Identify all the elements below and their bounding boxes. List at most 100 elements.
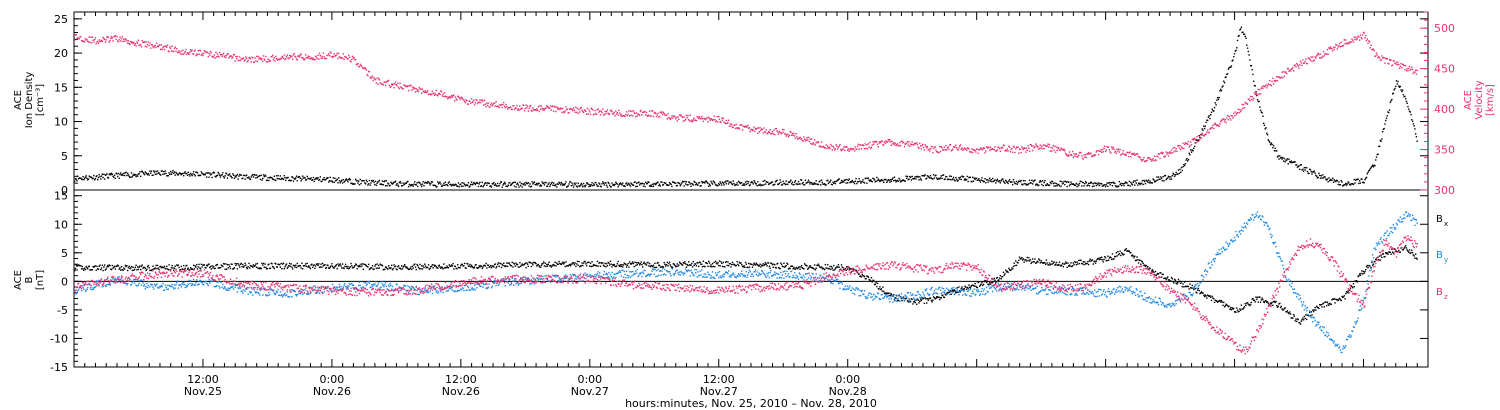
data-point (1406, 102, 1408, 105)
data-point (998, 146, 1000, 149)
data-point (594, 181, 596, 184)
data-point (506, 265, 509, 268)
data-point (246, 176, 249, 179)
data-point (452, 95, 454, 97)
data-point (1127, 151, 1129, 154)
data-point (411, 265, 414, 267)
data-point (1173, 151, 1175, 153)
data-point (506, 108, 509, 110)
data-point (1000, 180, 1002, 182)
data-point (89, 41, 91, 44)
data-point (135, 45, 137, 47)
data-point (610, 263, 612, 265)
data-point (962, 148, 965, 151)
data-point (922, 175, 924, 177)
data-point (605, 184, 608, 187)
data-point (144, 171, 147, 173)
data-point (711, 266, 713, 268)
data-point (985, 179, 988, 181)
data-point (792, 268, 794, 270)
data-point (1384, 123, 1386, 125)
data-point (1316, 177, 1319, 179)
data-point (1184, 142, 1187, 144)
data-point (371, 75, 374, 77)
data-point (1300, 164, 1302, 166)
data-point (1186, 143, 1189, 146)
data-point (282, 57, 285, 60)
data-point (610, 186, 612, 188)
data-point (627, 183, 629, 185)
data-point (516, 264, 518, 266)
data-point (833, 182, 835, 184)
data-point (155, 46, 157, 49)
data-point (91, 178, 94, 180)
data-point (783, 129, 785, 131)
data-point (627, 262, 629, 265)
data-point (530, 109, 533, 112)
data-point (792, 183, 794, 186)
data-point (1173, 146, 1176, 149)
data-point (979, 181, 982, 183)
data-point (669, 183, 672, 185)
data-point (910, 179, 913, 181)
data-point (235, 176, 237, 178)
data-point (794, 268, 797, 270)
data-point (464, 267, 467, 269)
data-point (1095, 184, 1098, 187)
data-point (371, 180, 374, 182)
data-point (817, 263, 820, 265)
data-point (698, 261, 701, 263)
data-point (248, 57, 250, 59)
data-point (618, 109, 620, 112)
data-point (245, 175, 247, 177)
data-point (247, 59, 249, 62)
data-point (1388, 63, 1390, 65)
data-point (242, 174, 245, 177)
data-point (664, 182, 666, 184)
data-point (1104, 150, 1107, 153)
data-point (1257, 100, 1259, 103)
data-point (696, 115, 698, 118)
data-point (245, 56, 247, 58)
data-point (1048, 184, 1051, 186)
data-point (483, 264, 485, 267)
data-point (1274, 80, 1276, 83)
data-point (663, 261, 665, 264)
data-point (205, 267, 207, 269)
data-point (1141, 180, 1144, 182)
data-point (153, 268, 156, 270)
data-point (295, 177, 297, 179)
data-point (784, 133, 787, 135)
data-point (656, 114, 658, 116)
data-point (143, 173, 146, 176)
data-point (750, 181, 752, 184)
data-point (1070, 181, 1072, 183)
data-point (1036, 183, 1038, 186)
data-point (1337, 183, 1339, 186)
data-point (206, 51, 208, 54)
data-point (948, 178, 950, 180)
data-point (1309, 168, 1311, 171)
data-point (928, 176, 930, 179)
data-point (903, 180, 906, 182)
data-point (281, 55, 283, 58)
data-point (759, 263, 761, 265)
data-point (142, 171, 144, 174)
data-point (148, 267, 150, 269)
data-point (828, 181, 830, 183)
data-point (384, 81, 386, 83)
data-point (892, 177, 894, 179)
data-point (690, 120, 692, 123)
data-point (751, 181, 753, 183)
data-point (292, 264, 295, 267)
data-point (1003, 144, 1005, 147)
data-point (788, 134, 791, 137)
data-point (678, 182, 681, 185)
data-point (120, 37, 123, 40)
data-point (220, 174, 223, 176)
data-point (669, 118, 672, 121)
data-point (401, 268, 404, 270)
data-point (1374, 164, 1376, 167)
data-point (1239, 28, 1242, 30)
data-point (1210, 114, 1212, 116)
